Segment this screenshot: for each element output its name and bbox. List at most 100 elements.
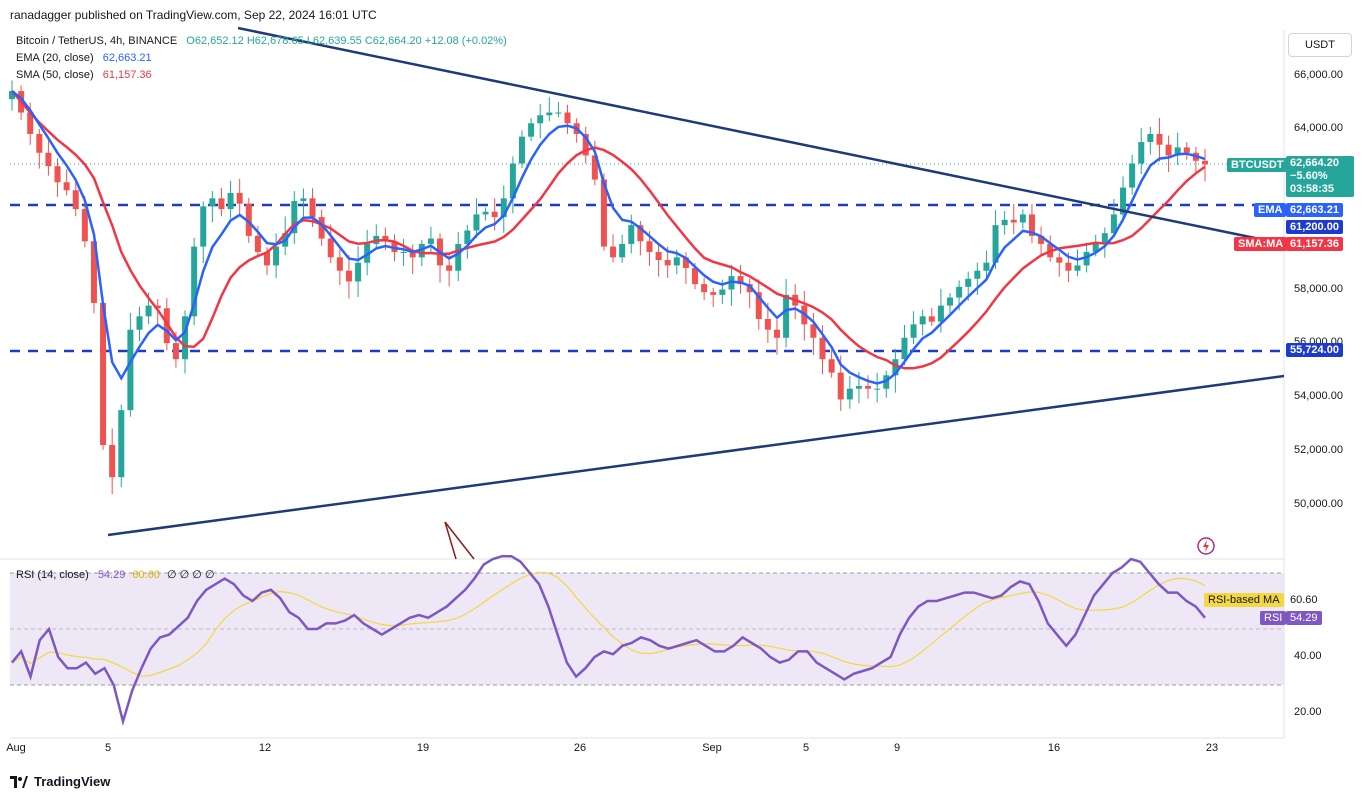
candle-body	[254, 235, 261, 252]
candle-body	[172, 343, 179, 360]
candle-body	[673, 257, 680, 266]
x-tick-label: 9	[893, 742, 901, 754]
candle-body	[309, 198, 316, 218]
candle-body	[1010, 219, 1017, 223]
x-tick-label: 12	[258, 742, 272, 754]
candle-body	[773, 329, 780, 338]
candle-body	[692, 268, 699, 285]
x-tick-label: Sep	[702, 742, 722, 754]
candle-body	[227, 192, 234, 210]
upper-trendline	[237, 26, 1285, 246]
candle-body	[1065, 262, 1072, 271]
candle-body	[992, 225, 999, 263]
candle-body	[136, 316, 143, 330]
candle-body	[427, 238, 434, 244]
candle-body	[1165, 144, 1172, 156]
candle-body	[382, 235, 389, 242]
snapshot-icon[interactable]	[1196, 536, 1216, 556]
candle-body	[874, 388, 881, 390]
symbol-title[interactable]: Bitcoin / TetherUS, 4h, BINANCE	[16, 35, 178, 47]
candle-body	[628, 225, 635, 244]
rsi-y-tick-label: 40.00	[1294, 650, 1322, 662]
candle-body	[109, 445, 116, 478]
candle-body	[1129, 163, 1136, 188]
x-tick-label: Aug	[6, 742, 26, 754]
rsi-price-tag: 54.29	[1286, 611, 1322, 625]
candle-body	[646, 241, 653, 252]
candle-body	[1038, 235, 1045, 244]
candle-body	[500, 198, 507, 218]
level-61200-tag: 61,200.00	[1286, 220, 1343, 234]
candle-body	[464, 230, 471, 244]
candle-body	[72, 190, 79, 210]
candle-body	[318, 217, 325, 239]
y-tick-label: 52,000.00	[1294, 444, 1343, 456]
candle-body	[610, 246, 617, 258]
candle-body	[263, 251, 270, 266]
arrow-annotation-icon	[444, 521, 475, 560]
tradingview-logo[interactable]: TradingView	[10, 774, 110, 789]
candle-body	[400, 251, 407, 253]
publisher-header: ranadagger published on TradingView.com,…	[10, 8, 377, 22]
candle-body	[555, 112, 562, 114]
ema-price-tag: 62,663.21	[1286, 203, 1343, 217]
candle-body	[837, 372, 844, 400]
x-tick-label: 26	[573, 742, 587, 754]
x-tick-label: 23	[1205, 742, 1219, 754]
candle-body	[1056, 257, 1063, 263]
candle-body	[600, 179, 607, 247]
ema-20-line	[11, 90, 1206, 385]
candle-body	[482, 211, 489, 215]
candle-body	[865, 386, 872, 389]
symbol-change: −5.60%	[1290, 170, 1328, 182]
symbol-price-tag-label: BTCUSDT	[1227, 158, 1288, 172]
tradingview-logo-icon	[10, 775, 28, 788]
candle-body	[236, 192, 243, 204]
rsi-tag-label: RSI	[1260, 611, 1287, 625]
candle-body	[537, 115, 544, 124]
candle-body	[810, 324, 817, 338]
candle-body	[637, 225, 644, 242]
candle-body	[300, 198, 307, 202]
candle-body	[327, 238, 334, 258]
rsi-ma-tag-label: RSI-based MA	[1204, 593, 1284, 607]
candle-body	[509, 163, 516, 199]
ema-legend[interactable]: EMA (20, close) 62,663.21	[16, 52, 152, 64]
candle-body	[846, 388, 853, 400]
candle-body	[473, 214, 480, 231]
candle-body	[27, 112, 34, 134]
ema-legend-label: EMA (20, close)	[16, 52, 94, 64]
candle-body	[154, 305, 161, 309]
y-tick-label: 54,000.00	[1294, 390, 1343, 402]
ema-legend-value: 62,663.21	[102, 52, 152, 64]
candle-body	[564, 112, 571, 124]
currency-button[interactable]: USDT	[1288, 33, 1352, 57]
rsi-ma-legend-value: 60.60	[132, 569, 160, 581]
candle-body	[928, 316, 935, 322]
sma-legend[interactable]: SMA (50, close) 61,157.36	[16, 69, 152, 81]
candle-body	[100, 302, 107, 446]
candle-body	[336, 257, 343, 271]
candle-body	[947, 297, 954, 306]
candle-body	[819, 337, 826, 360]
symbol-price: 62,664.20	[1290, 157, 1339, 169]
rsi-ma-price-tag: 60.60	[1286, 593, 1322, 607]
candle-body	[163, 308, 170, 344]
candle-body	[90, 241, 97, 303]
candle-body	[746, 284, 753, 293]
ema-tag-label: EMA	[1254, 203, 1287, 217]
candle-body	[1183, 147, 1190, 153]
rsi-y-tick-label: 20.00	[1294, 706, 1322, 718]
candle-body	[764, 318, 771, 330]
candle-body	[1001, 219, 1008, 226]
candle-body	[446, 265, 453, 271]
symbol-price-tag: 62,664.20 −5.60% 03:58:35	[1286, 156, 1354, 197]
y-tick-label: 50,000.00	[1294, 498, 1343, 510]
candle-body	[901, 337, 908, 360]
rsi-legend[interactable]: RSI (14, close) 54.29 60.60 ∅ ∅ ∅ ∅	[16, 568, 215, 581]
x-tick-label: 5	[802, 742, 810, 754]
candle-body	[191, 246, 198, 317]
ohlc-values: O62,652.12 H62,678.65 L62,639.55 C62,664…	[186, 35, 507, 47]
candle-body	[591, 155, 598, 180]
